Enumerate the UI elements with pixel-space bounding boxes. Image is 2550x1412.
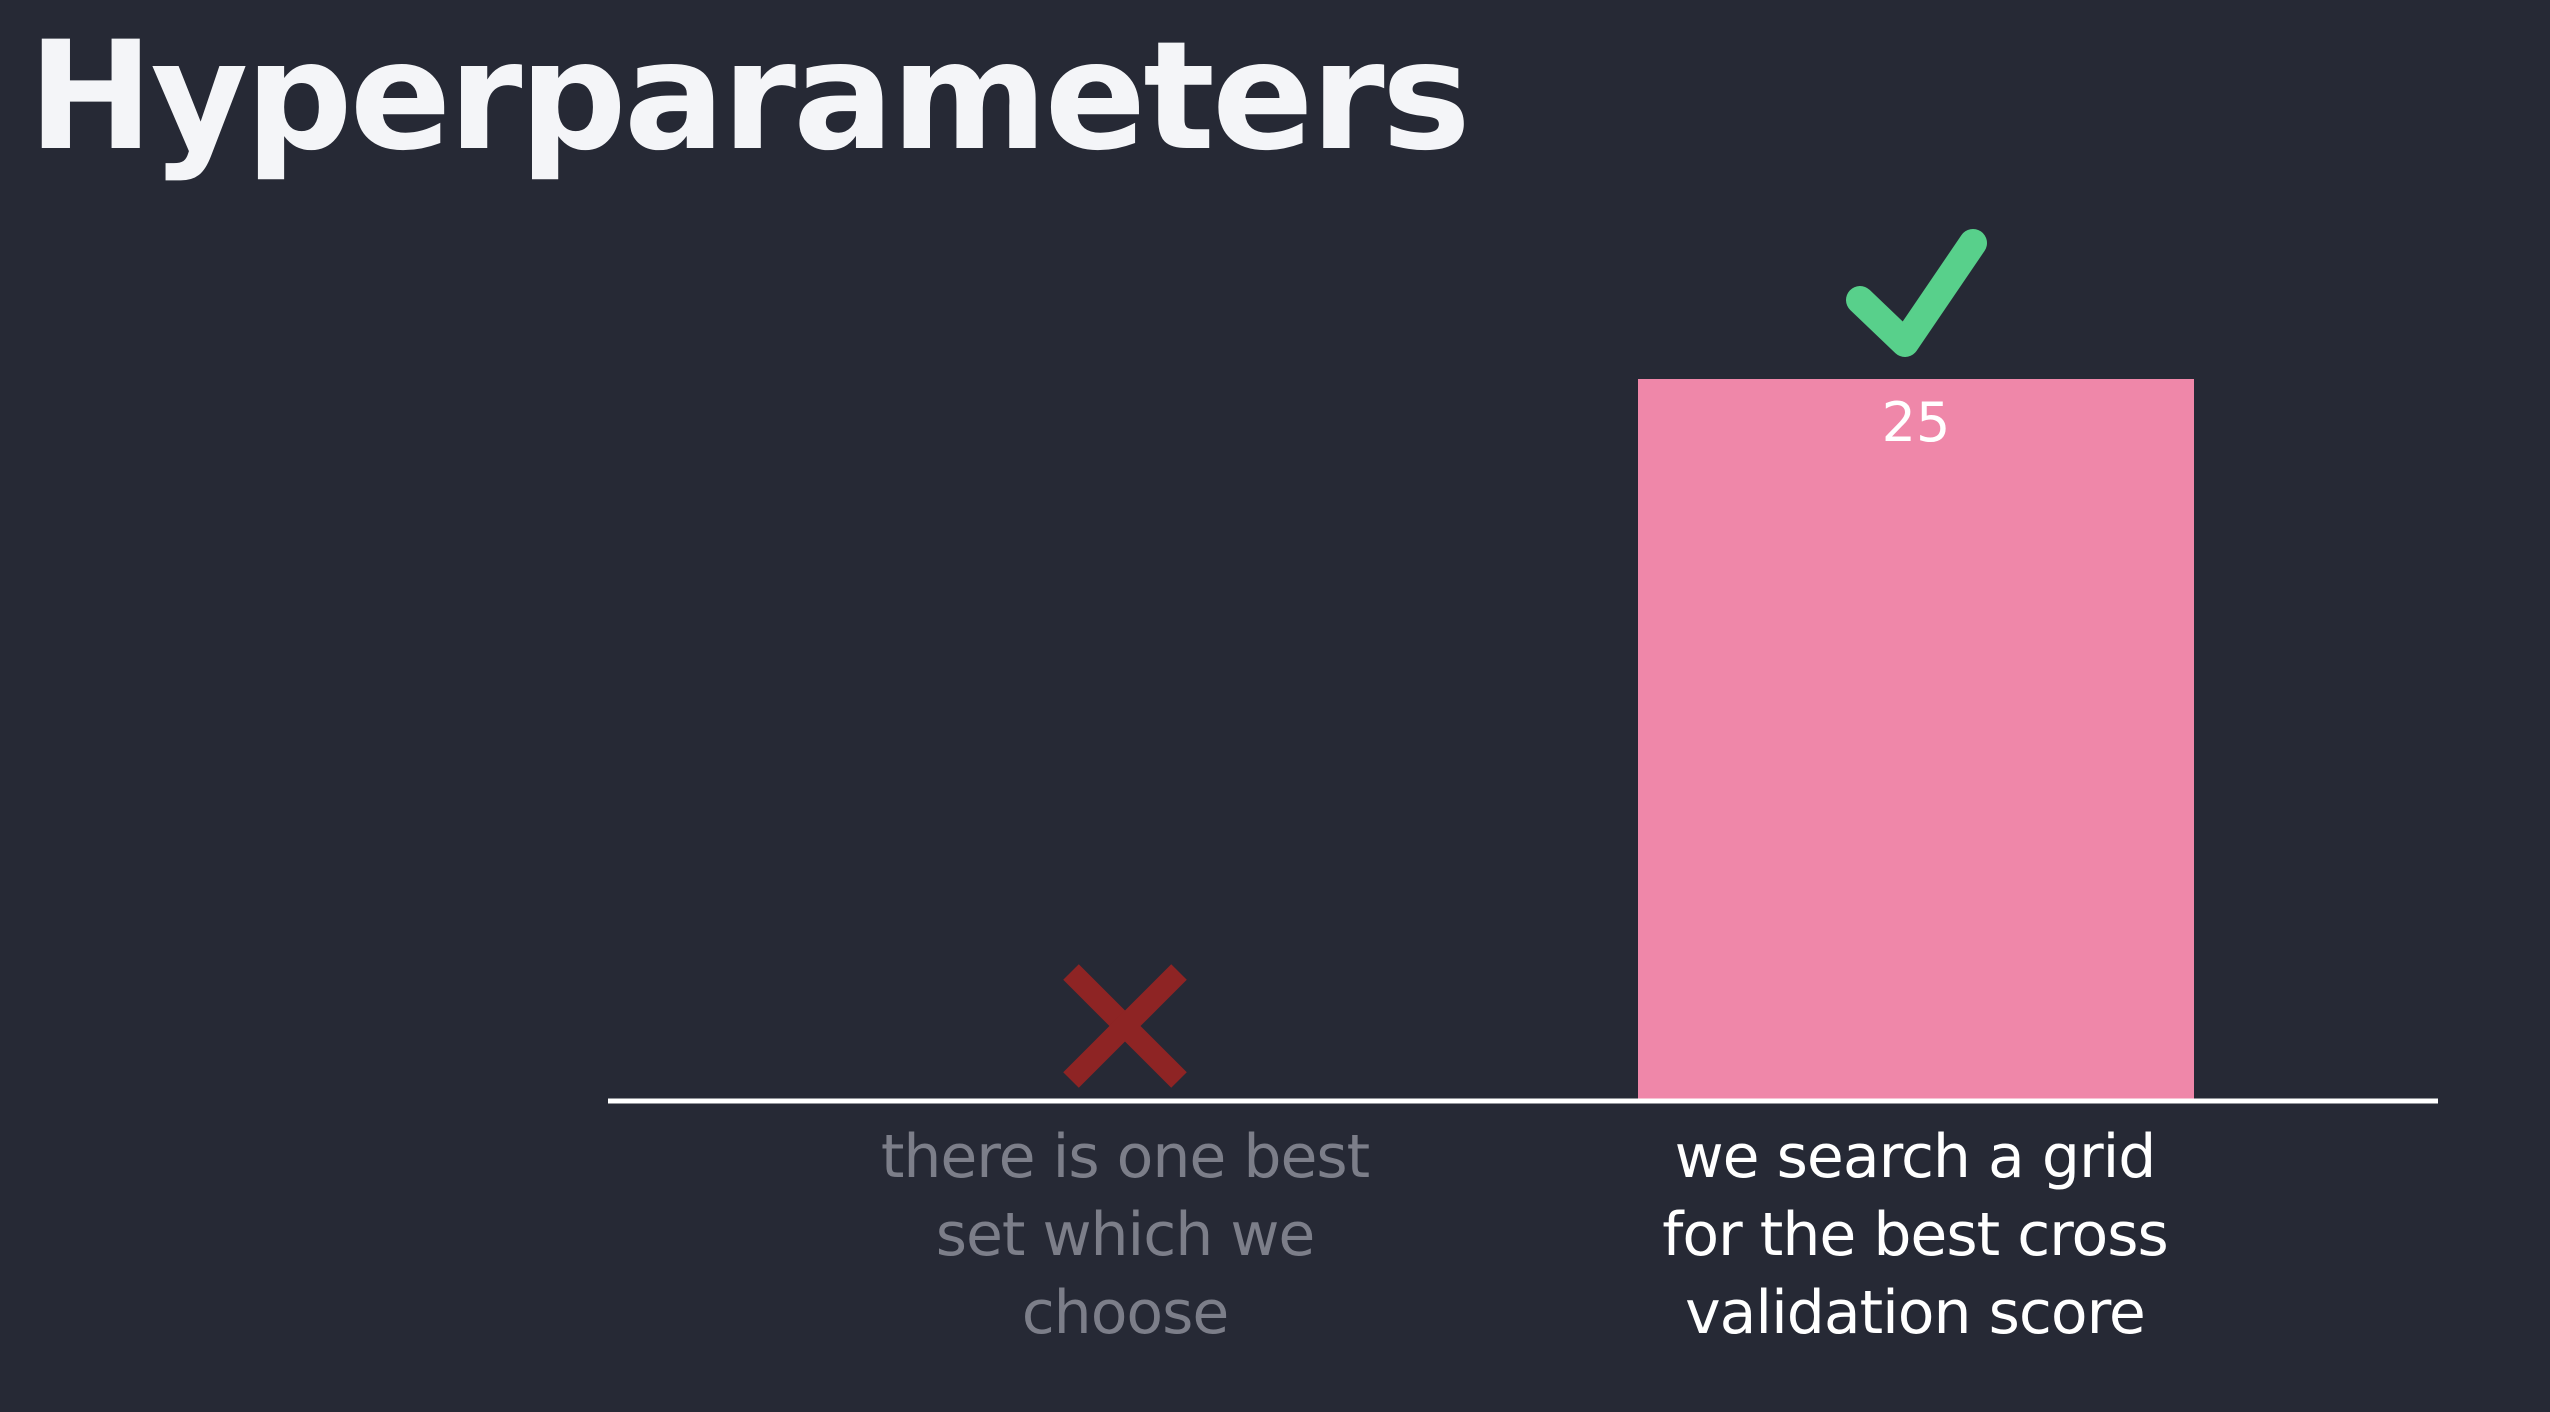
cross-icon — [1063, 964, 1187, 1088]
check-icon — [1846, 229, 1987, 357]
page-title: Hyperparameters — [28, 10, 1471, 184]
bar-1 — [1638, 379, 2194, 1101]
category-label-grid-search: we search a grid for the best cross vali… — [1662, 1122, 2169, 1348]
category-label-one-best-set: there is one best set which we choose — [880, 1122, 1370, 1348]
bar-value-label-1: 25 — [1882, 391, 1951, 454]
